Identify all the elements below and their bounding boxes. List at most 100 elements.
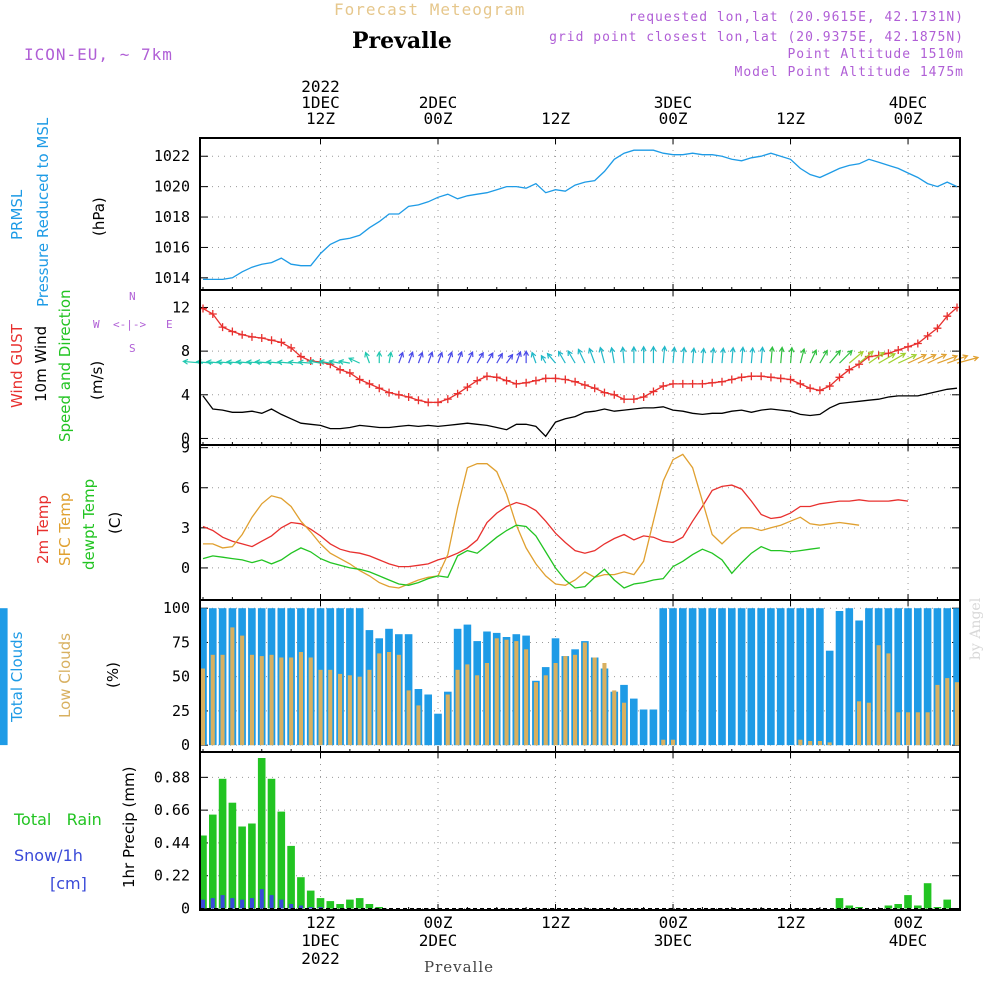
snow-bar — [289, 904, 294, 909]
rain-bar — [209, 814, 217, 909]
bottom-time-label-1-line2: 2DEC — [419, 931, 458, 950]
top-time-label-1-line2: 2DEC — [419, 93, 458, 112]
series-line-dewpt-temp — [202, 524, 820, 589]
panel-2-ytick-label: 6 — [181, 479, 190, 497]
wind-arrow — [376, 350, 383, 364]
gust-point — [247, 332, 256, 341]
top-time-label-4-line3: 12Z — [776, 109, 805, 128]
panel-1-background — [200, 290, 960, 445]
gust-point — [943, 312, 952, 321]
gust-point — [287, 343, 296, 352]
gust-point — [904, 342, 913, 351]
snow-bar — [240, 899, 245, 909]
low-cloud-bar — [347, 675, 352, 746]
gust-point — [463, 383, 472, 392]
low-cloud-bar — [563, 656, 568, 746]
total-cloud-bar — [825, 650, 834, 746]
panel-4-ytick-label: 0 — [181, 900, 190, 918]
top-time-label-0-line3: 12Z — [306, 109, 335, 128]
wind-arrow — [620, 346, 626, 364]
wind-arrow — [848, 350, 864, 364]
wind-arrow — [778, 346, 785, 364]
wind-arrow — [567, 349, 576, 364]
compass-north: N — [129, 290, 136, 303]
panel-3-ytick-label: 75 — [172, 633, 190, 651]
wind-arrow — [907, 353, 928, 364]
low-cloud-bar — [573, 654, 578, 746]
gust-point — [894, 346, 903, 355]
low-cloud-bar — [592, 657, 597, 746]
compass-south: S — [129, 342, 136, 355]
series-line-sfc-temp — [203, 453, 860, 589]
gust-point — [238, 330, 247, 339]
bottom-time-label-4-line1: 12Z — [776, 913, 805, 932]
gust-point — [208, 310, 217, 319]
top-time-label-1-line3: 00Z — [424, 109, 453, 128]
gust-point — [571, 377, 580, 386]
gust-point — [590, 384, 599, 393]
snow-bar — [298, 905, 303, 909]
rain-bar — [923, 883, 932, 909]
wind-arrow — [364, 351, 371, 364]
gust-point — [434, 398, 443, 407]
panel-0-ytick-label: 1022 — [154, 147, 190, 165]
wind-arrow — [457, 350, 464, 364]
rain-bar — [306, 890, 315, 909]
bottom-time-label-1-line1: 00Z — [424, 913, 453, 932]
low-cloud-bar — [338, 673, 343, 746]
wind-arrow — [739, 346, 746, 364]
wind-arrow — [598, 346, 606, 364]
meteogram-supertitle: Forecast Meteogram — [334, 0, 526, 19]
bottom-time-label-0-line3: 2022 — [301, 949, 340, 968]
gust-point — [443, 395, 452, 404]
total-cloud-bar — [767, 608, 775, 746]
total-cloud-bar — [747, 608, 756, 746]
gust-point — [531, 376, 540, 385]
wind-arrow — [759, 346, 766, 364]
wind-arrow — [348, 357, 360, 364]
total-cloud-bar — [679, 608, 687, 746]
low-cloud-bar — [279, 657, 284, 746]
wind-arrow — [297, 359, 311, 366]
credit-label: by Angel — [968, 597, 984, 660]
gust-point — [385, 388, 394, 397]
rain-bar — [316, 898, 325, 909]
low-cloud-bar — [671, 739, 676, 746]
point-altitude: Point Altitude 1510m — [787, 47, 964, 62]
low-cloud-bar — [915, 712, 920, 746]
gust-point — [786, 375, 795, 384]
low-cloud-bar — [249, 654, 254, 746]
gust-point — [796, 379, 805, 388]
bottom-time-label-2-line1: 12Z — [541, 913, 570, 932]
wind-arrow — [671, 346, 677, 364]
panel-4-ytick-label: 0.44 — [154, 834, 190, 852]
wind-arrow — [858, 350, 874, 364]
total-cloud-bar — [806, 608, 814, 746]
total-cloud-bar — [835, 611, 844, 746]
panel-4-ytick-label: 0.22 — [154, 867, 190, 885]
low-cloud-bar — [514, 641, 519, 746]
wind-arrow — [868, 351, 886, 364]
snow-bar — [269, 895, 274, 909]
wind-arrow — [947, 354, 969, 364]
total-cloud-bar — [914, 608, 922, 746]
gust-point — [345, 368, 354, 377]
gust-point — [923, 331, 932, 340]
grid-point-coordinates: grid point closest lon,lat (20.9375E, 42… — [549, 30, 964, 45]
total-cloud-bar — [698, 608, 707, 746]
panel-0-ytick-label: 1014 — [154, 269, 190, 287]
gust-point — [218, 323, 227, 332]
gust-point — [855, 360, 864, 369]
rain-bar — [933, 907, 942, 909]
wind-arrow — [557, 350, 566, 364]
gust-point — [688, 379, 697, 388]
wind-arrow — [530, 351, 537, 364]
total-cloud-bar — [786, 608, 795, 746]
wind-arrow — [486, 352, 494, 364]
total-cloud-bar — [865, 608, 873, 746]
series-line-prmsl — [203, 149, 958, 281]
rain-bar — [336, 904, 344, 909]
gust-point — [492, 373, 501, 382]
low-cloud-bar — [328, 669, 333, 746]
wind-arrow — [515, 350, 522, 364]
